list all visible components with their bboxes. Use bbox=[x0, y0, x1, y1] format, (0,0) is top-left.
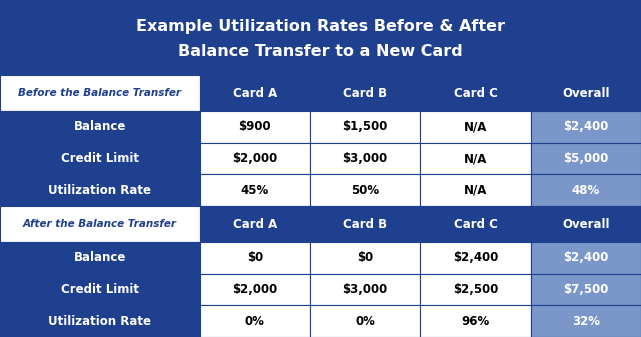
Text: $2,400: $2,400 bbox=[563, 251, 608, 264]
Text: $2,000: $2,000 bbox=[232, 152, 278, 165]
Text: Example Utilization Rates Before & After: Example Utilization Rates Before & After bbox=[136, 19, 505, 34]
Text: 48%: 48% bbox=[572, 184, 600, 197]
Bar bbox=[200, 305, 310, 337]
Text: 32%: 32% bbox=[572, 315, 600, 328]
Bar bbox=[200, 175, 310, 206]
Text: $0: $0 bbox=[357, 251, 373, 264]
Text: Credit Limit: Credit Limit bbox=[61, 283, 139, 296]
Bar bbox=[310, 305, 420, 337]
Bar bbox=[420, 75, 531, 111]
Text: $2,400: $2,400 bbox=[453, 251, 498, 264]
Text: Balance Transfer to a New Card: Balance Transfer to a New Card bbox=[178, 44, 463, 59]
Text: 45%: 45% bbox=[241, 184, 269, 197]
Bar bbox=[531, 242, 641, 274]
Text: Credit Limit: Credit Limit bbox=[61, 152, 139, 165]
Bar bbox=[420, 274, 531, 305]
Bar bbox=[531, 111, 641, 143]
Bar bbox=[420, 206, 531, 242]
Text: N/A: N/A bbox=[464, 120, 487, 133]
Bar bbox=[310, 75, 420, 111]
Text: Before the Balance Transfer: Before the Balance Transfer bbox=[19, 88, 181, 98]
Text: Card A: Card A bbox=[233, 217, 277, 231]
Text: Utilization Rate: Utilization Rate bbox=[48, 184, 151, 197]
Bar bbox=[0, 305, 200, 337]
Bar bbox=[531, 175, 641, 206]
Text: $3,000: $3,000 bbox=[342, 283, 388, 296]
Bar bbox=[531, 75, 641, 111]
Bar bbox=[310, 175, 420, 206]
Bar bbox=[0, 242, 200, 274]
Bar bbox=[420, 305, 531, 337]
Bar bbox=[310, 111, 420, 143]
Text: $3,000: $3,000 bbox=[342, 152, 388, 165]
Text: Utilization Rate: Utilization Rate bbox=[48, 315, 151, 328]
Text: Card A: Card A bbox=[233, 87, 277, 100]
Text: 50%: 50% bbox=[351, 184, 379, 197]
Text: $5,000: $5,000 bbox=[563, 152, 608, 165]
Text: Balance: Balance bbox=[74, 120, 126, 133]
Bar bbox=[200, 143, 310, 175]
Text: Balance: Balance bbox=[74, 251, 126, 264]
Text: $2,000: $2,000 bbox=[232, 283, 278, 296]
Bar bbox=[531, 305, 641, 337]
Text: Overall: Overall bbox=[562, 87, 610, 100]
Text: After the Balance Transfer: After the Balance Transfer bbox=[23, 219, 177, 229]
Text: $2,500: $2,500 bbox=[453, 283, 498, 296]
Bar bbox=[310, 274, 420, 305]
Bar bbox=[0, 0, 641, 75]
Bar bbox=[310, 242, 420, 274]
Bar bbox=[531, 206, 641, 242]
Bar bbox=[310, 206, 420, 242]
Text: Card C: Card C bbox=[454, 217, 497, 231]
Bar bbox=[310, 143, 420, 175]
Text: Card B: Card B bbox=[343, 87, 387, 100]
Text: Card C: Card C bbox=[454, 87, 497, 100]
Bar bbox=[200, 111, 310, 143]
Text: $900: $900 bbox=[238, 120, 271, 133]
Bar bbox=[420, 111, 531, 143]
Text: $2,400: $2,400 bbox=[563, 120, 608, 133]
Bar bbox=[531, 274, 641, 305]
Text: $1,500: $1,500 bbox=[342, 120, 388, 133]
Bar bbox=[420, 143, 531, 175]
Bar bbox=[0, 111, 200, 143]
Text: 0%: 0% bbox=[245, 315, 265, 328]
Bar bbox=[200, 75, 310, 111]
Bar bbox=[200, 206, 310, 242]
Text: Overall: Overall bbox=[562, 217, 610, 231]
Bar bbox=[0, 274, 200, 305]
Text: 96%: 96% bbox=[462, 315, 490, 328]
Bar bbox=[531, 143, 641, 175]
Text: 0%: 0% bbox=[355, 315, 375, 328]
Bar bbox=[200, 274, 310, 305]
Bar bbox=[200, 242, 310, 274]
Text: Card B: Card B bbox=[343, 217, 387, 231]
Bar bbox=[0, 75, 200, 111]
Text: N/A: N/A bbox=[464, 184, 487, 197]
Text: $7,500: $7,500 bbox=[563, 283, 608, 296]
Bar bbox=[420, 242, 531, 274]
Bar bbox=[0, 143, 200, 175]
Bar bbox=[420, 175, 531, 206]
Text: $0: $0 bbox=[247, 251, 263, 264]
Text: N/A: N/A bbox=[464, 152, 487, 165]
Bar bbox=[0, 206, 200, 242]
Bar bbox=[0, 175, 200, 206]
